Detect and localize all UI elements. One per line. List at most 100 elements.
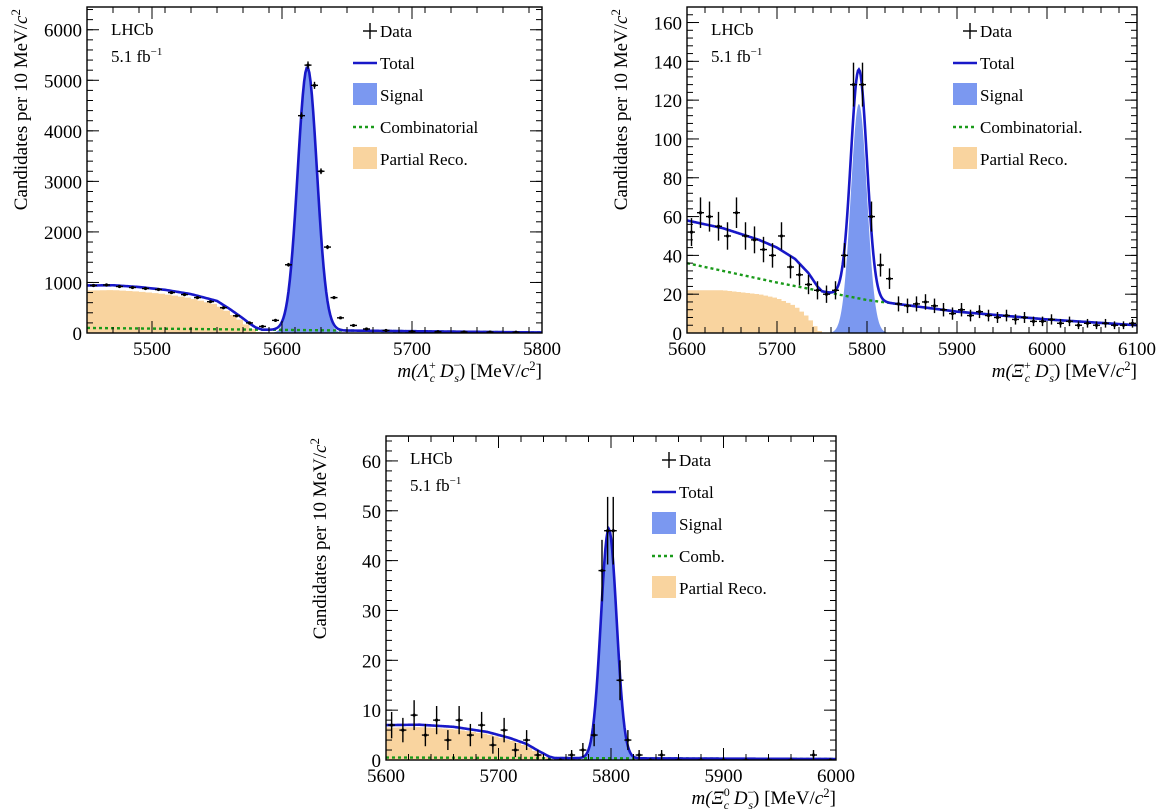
data-point bbox=[868, 201, 875, 232]
data-point bbox=[311, 81, 318, 89]
data-point bbox=[500, 717, 508, 743]
data-point bbox=[330, 296, 338, 300]
data-point bbox=[155, 287, 162, 292]
legend: Data Total Signal Comb. Partial Reco. bbox=[652, 451, 767, 598]
y-tick-label: 30 bbox=[362, 601, 381, 622]
legend-partial-marker bbox=[953, 147, 977, 169]
data-point bbox=[523, 730, 531, 751]
data-point bbox=[1093, 321, 1100, 330]
data-point bbox=[116, 284, 123, 289]
data-point bbox=[168, 290, 175, 295]
data-point bbox=[489, 736, 497, 754]
data-point bbox=[1120, 321, 1127, 330]
data-point bbox=[590, 723, 598, 747]
data-point bbox=[796, 264, 803, 286]
data-point bbox=[90, 283, 97, 288]
plot-frame bbox=[86, 6, 543, 334]
data-point bbox=[715, 211, 722, 241]
data-point bbox=[949, 307, 956, 320]
legend-partial-label: Partial Reco. bbox=[679, 579, 767, 598]
data-point bbox=[787, 255, 794, 279]
x-tick-label: 5600 bbox=[367, 766, 405, 787]
y-tick-label: 100 bbox=[654, 130, 683, 151]
data-points bbox=[90, 61, 520, 333]
data-point bbox=[579, 742, 587, 758]
x-axis-label: m(Ξ0 c D− s) [MeV/c2] bbox=[692, 785, 836, 811]
data-point bbox=[940, 302, 947, 317]
legend-comb-label: Combinatorial. bbox=[980, 118, 1082, 137]
data-point bbox=[832, 281, 839, 300]
data-points bbox=[688, 62, 1136, 330]
total-fit-line bbox=[687, 67, 1137, 327]
x-tick-label: 5800 bbox=[523, 339, 561, 360]
data-point bbox=[769, 243, 776, 268]
data-point bbox=[931, 298, 938, 314]
x-axis-label: m(Λ+ c D− s) [MeV/c2] bbox=[397, 358, 542, 385]
data-point bbox=[697, 197, 704, 228]
y-axis-label: Candidates per 10 MeV/c2 bbox=[608, 9, 632, 210]
x-tick-label: 6000 bbox=[817, 766, 855, 787]
data-point bbox=[103, 283, 110, 287]
data-point bbox=[317, 168, 325, 175]
legend-signal-marker bbox=[953, 83, 977, 105]
data-point bbox=[207, 300, 214, 304]
y-tick-label: 160 bbox=[654, 14, 683, 35]
luminosity-label: 5.1 fb−1 bbox=[711, 46, 762, 66]
x-tick-label: 5700 bbox=[758, 339, 796, 360]
y-tick-label: 0 bbox=[372, 751, 382, 772]
data-point bbox=[129, 285, 136, 290]
data-point bbox=[1129, 318, 1136, 328]
data-point bbox=[841, 243, 848, 268]
y-tick-label: 10 bbox=[362, 701, 381, 722]
legend-total-label: Total bbox=[380, 54, 415, 73]
legend-partial-label: Partial Reco. bbox=[380, 150, 468, 169]
data-point bbox=[742, 222, 749, 250]
legend-signal-label: Signal bbox=[380, 86, 424, 105]
y-tick-label: 0 bbox=[673, 324, 683, 345]
data-point bbox=[958, 302, 965, 317]
data-point bbox=[724, 222, 731, 250]
legend-partial-marker bbox=[652, 576, 676, 598]
data-point bbox=[511, 742, 519, 758]
data-point bbox=[388, 711, 396, 739]
data-point bbox=[859, 62, 866, 107]
legend-signal-label: Signal bbox=[980, 86, 1024, 105]
total-fit-line bbox=[386, 525, 836, 760]
luminosity-label: 5.1 fb−1 bbox=[410, 475, 461, 495]
signal-shape bbox=[569, 530, 649, 760]
y-tick-label: 20 bbox=[663, 285, 682, 306]
x-tick-label: 5700 bbox=[480, 766, 518, 787]
data-point bbox=[1021, 311, 1028, 323]
data-point bbox=[444, 730, 452, 751]
data-point bbox=[337, 316, 344, 320]
y-tick-label: 140 bbox=[654, 52, 683, 73]
y-tick-label: 120 bbox=[654, 91, 683, 112]
data-point bbox=[976, 305, 983, 319]
data-point bbox=[142, 286, 149, 291]
data-point bbox=[1012, 314, 1019, 325]
data-point bbox=[1084, 318, 1091, 328]
data-point bbox=[298, 112, 305, 119]
y-tick-label: 6000 bbox=[44, 21, 82, 42]
y-axis-label: Candidates per 10 MeV/c2 bbox=[307, 438, 331, 639]
data-point bbox=[624, 730, 632, 751]
data-point bbox=[1102, 318, 1109, 328]
data-point bbox=[850, 62, 857, 107]
data-point bbox=[760, 236, 767, 263]
experiment-label: LHCb bbox=[410, 449, 453, 468]
y-tick-label: 50 bbox=[362, 502, 381, 523]
y-tick-label: 40 bbox=[663, 246, 682, 267]
x-axis-label: m(Ξ+ c D− s) [MeV/c2] bbox=[992, 358, 1137, 385]
data-point bbox=[877, 253, 884, 277]
plot-area bbox=[87, 61, 542, 333]
data-point bbox=[478, 711, 486, 739]
plot-area bbox=[386, 496, 836, 760]
data-point bbox=[410, 700, 418, 731]
legend-comb-label: Comb. bbox=[679, 547, 725, 566]
data-point bbox=[363, 327, 370, 331]
data-point bbox=[382, 328, 390, 333]
data-point bbox=[895, 296, 902, 312]
data-point bbox=[1030, 316, 1037, 327]
data-point bbox=[985, 309, 992, 322]
